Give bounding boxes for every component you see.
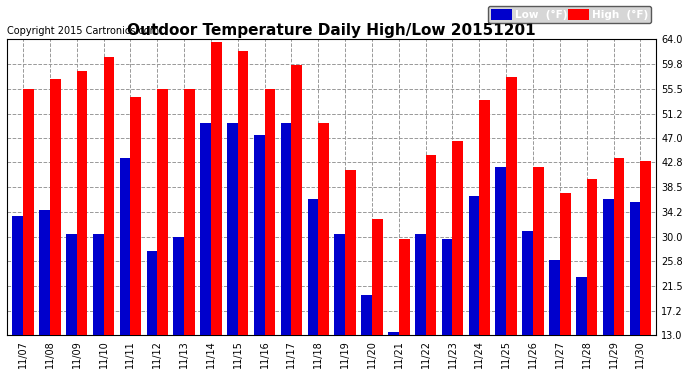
Bar: [560, 193, 571, 335]
Bar: [506, 77, 517, 335]
Bar: [362, 295, 372, 335]
Bar: [254, 135, 264, 335]
Bar: [442, 240, 453, 335]
Bar: [603, 199, 613, 335]
Bar: [469, 196, 480, 335]
Bar: [39, 210, 50, 335]
Bar: [200, 123, 211, 335]
Bar: [426, 155, 436, 335]
Legend: Low  (°F), High  (°F): Low (°F), High (°F): [489, 6, 651, 23]
Bar: [345, 170, 356, 335]
Bar: [146, 251, 157, 335]
Bar: [640, 161, 651, 335]
Bar: [211, 42, 221, 335]
Bar: [264, 88, 275, 335]
Title: Outdoor Temperature Daily High/Low 20151201: Outdoor Temperature Daily High/Low 20151…: [128, 23, 536, 38]
Text: Copyright 2015 Cartronics.com: Copyright 2015 Cartronics.com: [7, 26, 159, 36]
Bar: [93, 234, 104, 335]
Bar: [415, 234, 426, 335]
Bar: [399, 240, 410, 335]
Bar: [77, 71, 88, 335]
Bar: [238, 51, 248, 335]
Bar: [119, 158, 130, 335]
Bar: [480, 100, 490, 335]
Bar: [318, 123, 329, 335]
Bar: [388, 332, 399, 335]
Bar: [281, 123, 291, 335]
Bar: [173, 237, 184, 335]
Bar: [522, 231, 533, 335]
Bar: [576, 277, 586, 335]
Bar: [184, 88, 195, 335]
Bar: [495, 167, 506, 335]
Bar: [227, 123, 238, 335]
Bar: [50, 79, 61, 335]
Bar: [104, 57, 115, 335]
Bar: [533, 167, 544, 335]
Bar: [549, 260, 560, 335]
Bar: [613, 158, 624, 335]
Bar: [23, 88, 34, 335]
Bar: [453, 141, 463, 335]
Bar: [291, 65, 302, 335]
Bar: [372, 219, 383, 335]
Bar: [130, 97, 141, 335]
Bar: [12, 216, 23, 335]
Bar: [335, 234, 345, 335]
Bar: [66, 234, 77, 335]
Bar: [629, 202, 640, 335]
Bar: [308, 199, 318, 335]
Bar: [586, 178, 598, 335]
Bar: [157, 88, 168, 335]
